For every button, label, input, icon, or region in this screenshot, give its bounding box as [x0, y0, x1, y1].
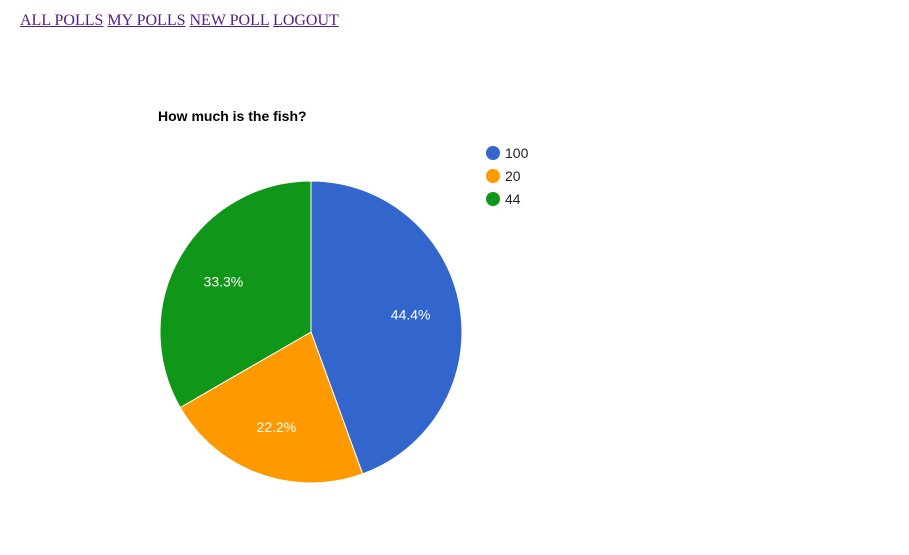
- chart-legend: 100 20 44: [486, 145, 529, 207]
- pie-slice-labels: 44.4% 22.2% 33.3%: [204, 273, 431, 435]
- slice-percent-label-100: 44.4%: [391, 306, 431, 322]
- slice-percent-label-20: 22.2%: [257, 419, 297, 435]
- legend-label-44: 44: [505, 191, 521, 207]
- legend-marker-100: [486, 146, 500, 160]
- pie-slice-44[interactable]: [159, 180, 312, 409]
- legend-marker-20: [486, 169, 500, 183]
- chart-title: How much is the fish?: [158, 108, 307, 124]
- top-nav: ALL POLLS MY POLLS NEW POLL LOGOUT: [20, 11, 339, 31]
- nav-link-my-polls[interactable]: MY POLLS: [107, 12, 186, 29]
- pie-slice-100[interactable]: [310, 180, 463, 475]
- pie-slice-20[interactable]: [179, 331, 364, 484]
- legend-marker-44: [486, 192, 500, 206]
- pie-slices: [159, 180, 463, 484]
- slice-percent-label-44: 33.3%: [204, 273, 244, 289]
- nav-link-logout[interactable]: LOGOUT: [273, 12, 339, 29]
- legend-label-20: 20: [505, 168, 521, 184]
- nav-link-new-poll[interactable]: NEW POLL: [189, 12, 270, 29]
- nav-link-all-polls[interactable]: ALL POLLS: [20, 12, 104, 29]
- legend-label-100: 100: [505, 145, 529, 161]
